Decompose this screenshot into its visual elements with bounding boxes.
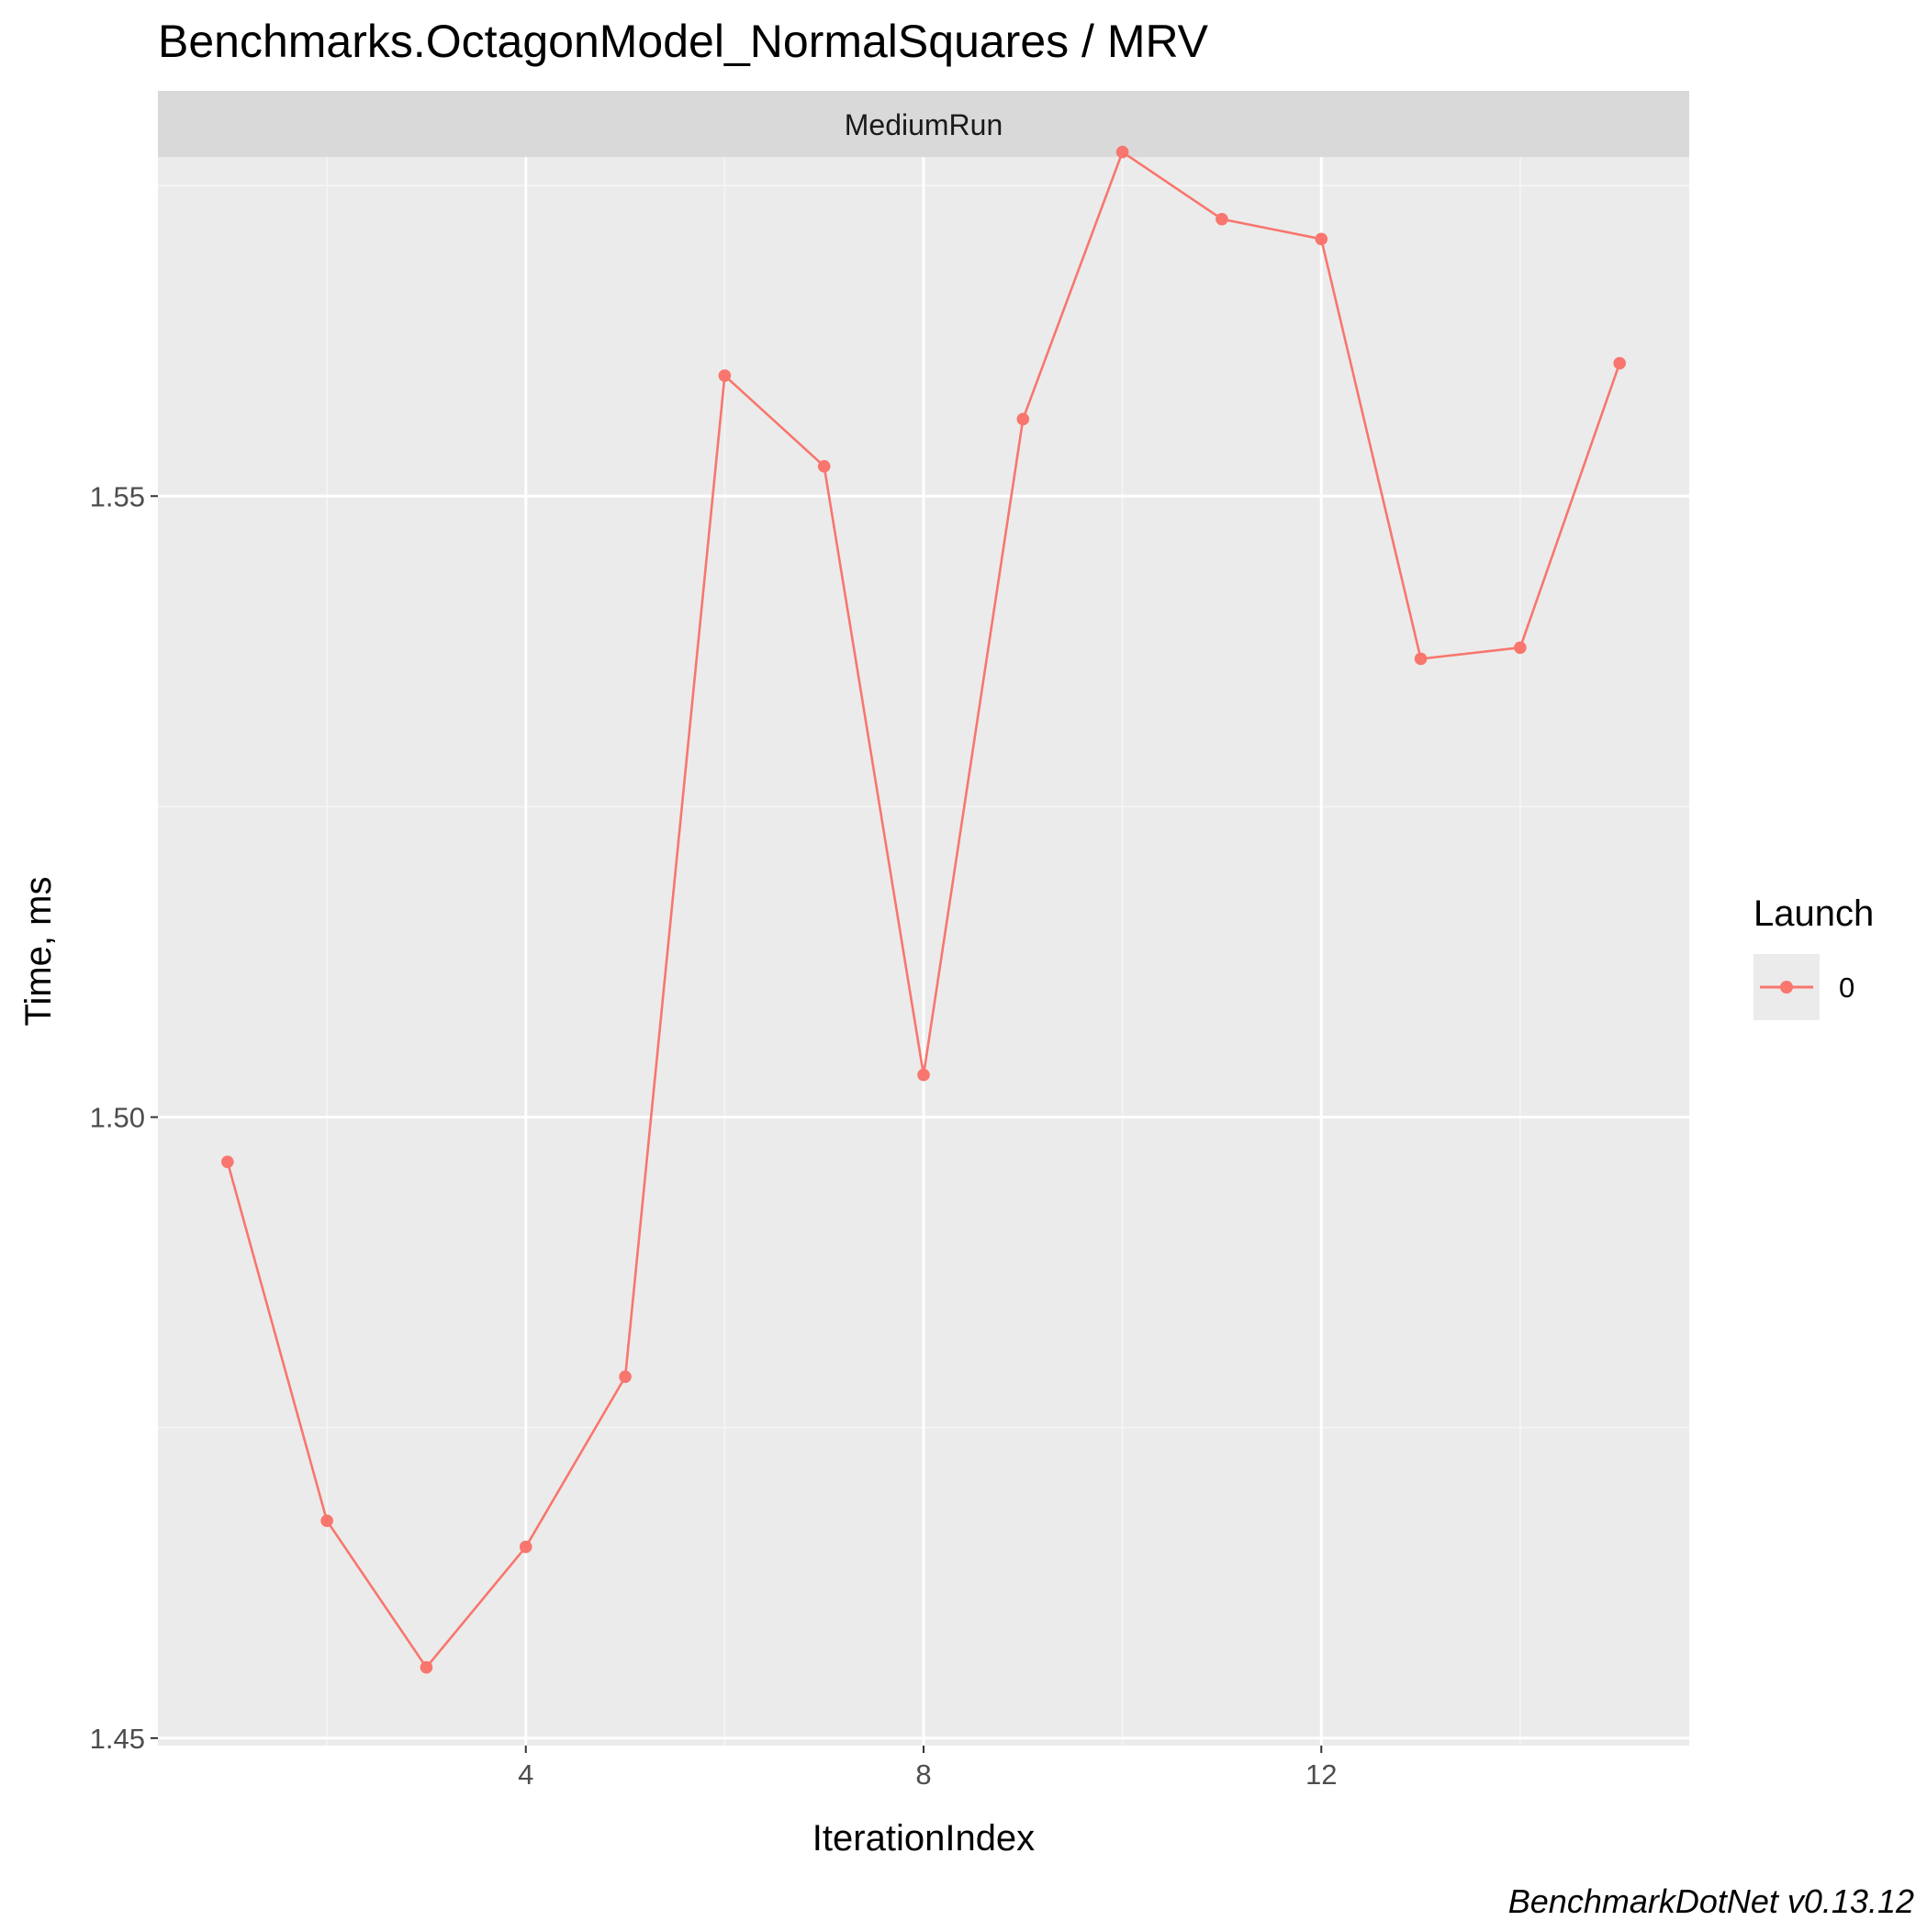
data-point bbox=[917, 1068, 930, 1082]
data-point bbox=[1514, 641, 1527, 655]
data-point bbox=[718, 369, 732, 382]
facet-strip-label: MediumRun bbox=[845, 108, 1003, 141]
x-tick-label: 4 bbox=[518, 1758, 533, 1791]
data-point bbox=[519, 1540, 532, 1554]
legend-key-point bbox=[1780, 981, 1793, 994]
data-point bbox=[817, 460, 831, 473]
series-points bbox=[221, 145, 1626, 1674]
y-tick-label: 1.55 bbox=[90, 480, 145, 512]
grid-major-lines bbox=[158, 157, 1689, 1746]
data-point bbox=[221, 1155, 234, 1169]
data-point bbox=[1613, 356, 1626, 370]
data-point bbox=[1115, 145, 1129, 159]
legend-title: Launch bbox=[1753, 893, 1874, 934]
x-axis: 4 8 12 bbox=[518, 1746, 1337, 1791]
data-point bbox=[1414, 652, 1428, 666]
x-tick-label: 8 bbox=[915, 1758, 931, 1791]
data-point bbox=[420, 1660, 433, 1674]
chart-title: Benchmarks.OctagonModel_NormalSquares / … bbox=[158, 16, 1209, 67]
facet-strip bbox=[158, 91, 1689, 157]
x-tick-label: 12 bbox=[1305, 1758, 1337, 1791]
legend-entry-label: 0 bbox=[1839, 972, 1854, 1004]
grid-minor-lines bbox=[158, 157, 1689, 1746]
legend: Launch 0 bbox=[1753, 893, 1874, 1020]
data-point bbox=[619, 1370, 632, 1384]
y-tick-label: 1.45 bbox=[90, 1723, 145, 1755]
data-point bbox=[1216, 212, 1228, 226]
y-tick-label: 1.50 bbox=[90, 1102, 145, 1134]
y-axis: 1.45 1.50 1.55 bbox=[90, 480, 158, 1755]
caption: BenchmarkDotNet v0.13.12 bbox=[1508, 1882, 1914, 1920]
data-point bbox=[320, 1514, 333, 1527]
data-point bbox=[1315, 232, 1328, 246]
y-axis-title: Time, ms bbox=[18, 877, 59, 1027]
x-axis-title: IterationIndex bbox=[812, 1818, 1035, 1859]
data-point bbox=[1016, 412, 1030, 426]
